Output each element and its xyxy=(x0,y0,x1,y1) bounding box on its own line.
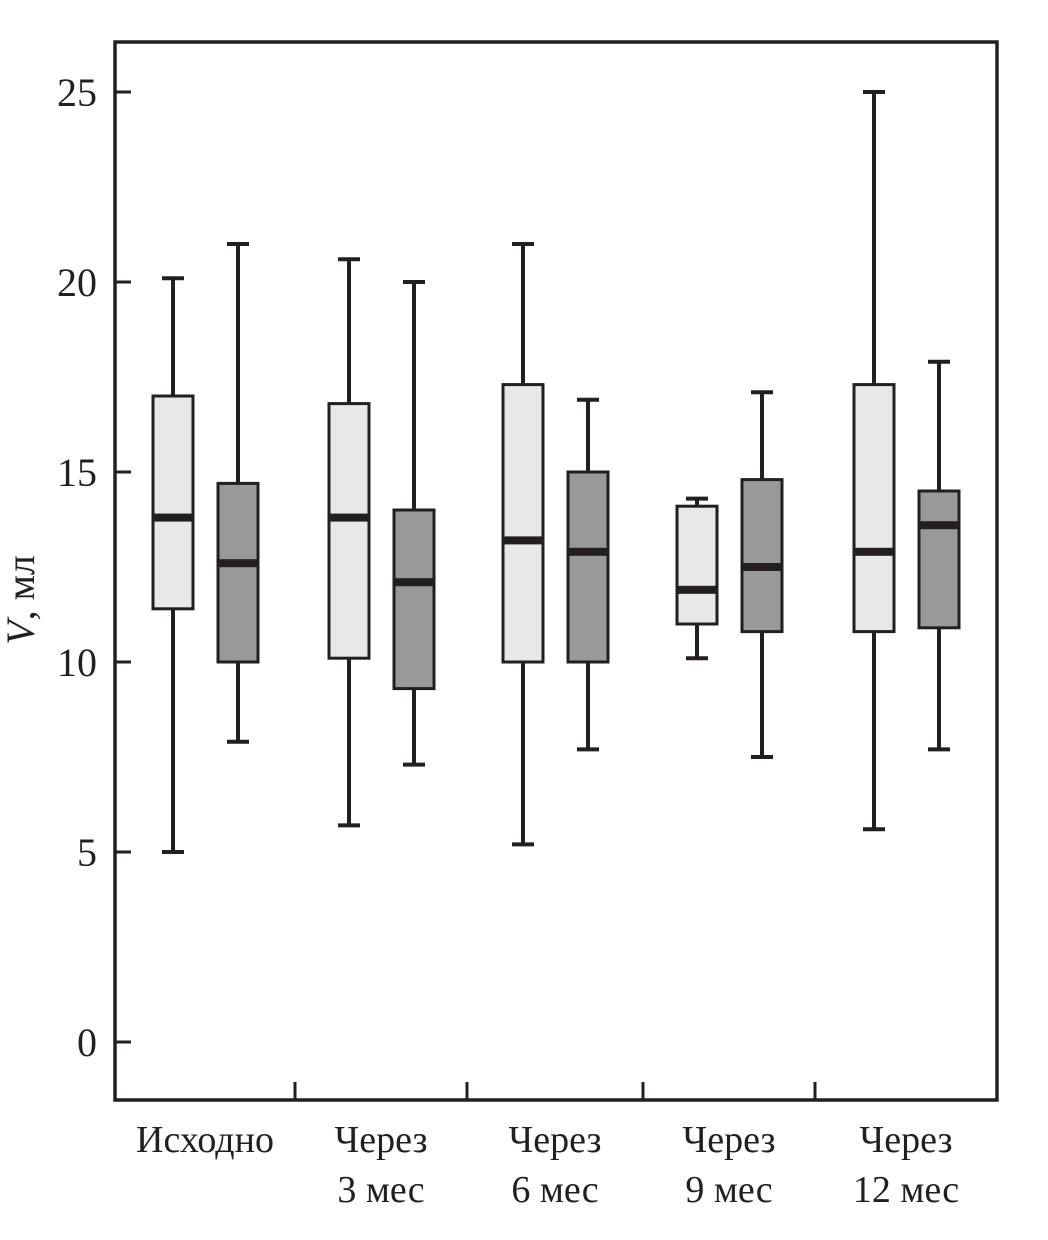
box-light-gray-boxes-1 xyxy=(151,276,195,854)
category-label-line: Исходно xyxy=(136,1119,274,1161)
box-rect xyxy=(740,478,784,634)
box-rect xyxy=(852,383,896,634)
box-rect xyxy=(151,394,195,611)
box-rect xyxy=(501,383,545,664)
box-light-gray-boxes-5 xyxy=(852,90,896,832)
median-line xyxy=(568,547,608,556)
median-line xyxy=(394,578,434,587)
median-line xyxy=(218,559,258,568)
box-dark-gray-boxes-5 xyxy=(917,359,961,752)
box-dark-gray-boxes-3 xyxy=(566,397,610,752)
category-label-line: 12 мес xyxy=(853,1169,959,1211)
box-dark-gray-boxes-2 xyxy=(392,280,436,767)
plot-frame xyxy=(113,40,999,1102)
box-rect xyxy=(216,481,260,664)
box-rect xyxy=(327,402,371,660)
y-tick-label: 15 xyxy=(57,450,97,495)
median-line xyxy=(854,547,894,556)
category-label-line: Через xyxy=(683,1119,776,1161)
median-line xyxy=(503,536,543,545)
category-label-line: Через xyxy=(860,1119,953,1161)
y-tick-label: 5 xyxy=(77,830,97,875)
box-rect xyxy=(392,508,436,691)
category-label: Через 9 мес xyxy=(683,1119,776,1211)
median-line xyxy=(919,521,959,530)
y-tick-label: 0 xyxy=(77,1020,97,1065)
box-light-gray-boxes-4 xyxy=(675,496,719,661)
category-label-line: 9 мес xyxy=(685,1169,772,1211)
category-label-line: Через xyxy=(335,1119,428,1161)
y-tick-label: 10 xyxy=(57,640,97,685)
category-label: Исходно xyxy=(136,1119,274,1161)
median-line xyxy=(153,513,193,522)
box-dark-gray-boxes-1 xyxy=(216,242,260,744)
y-axis-label-symbol: V xyxy=(0,616,43,645)
category-label-line: 6 мес xyxy=(511,1169,598,1211)
median-line xyxy=(742,563,782,571)
y-axis-label-units: , мл xyxy=(0,555,43,620)
box-light-gray-boxes-3 xyxy=(501,242,545,847)
category-label-line: 3 мес xyxy=(337,1169,424,1211)
box-light-gray-boxes-2 xyxy=(327,257,371,828)
y-tick-label: 25 xyxy=(57,70,97,115)
category-label: Через 6 мес xyxy=(509,1119,602,1211)
box-dark-gray-boxes-4 xyxy=(740,390,784,759)
box-rect xyxy=(566,470,610,664)
box-rect xyxy=(917,489,961,630)
category-label: Через 3 мес xyxy=(335,1119,428,1211)
median-line xyxy=(677,585,717,594)
category-label: Через 12 мес xyxy=(853,1119,959,1211)
y-axis-label: V, мл xyxy=(0,555,43,645)
category-label-line: Через xyxy=(509,1119,602,1161)
box-rect xyxy=(675,504,719,626)
median-line xyxy=(329,513,369,522)
y-tick-label: 20 xyxy=(57,260,97,305)
